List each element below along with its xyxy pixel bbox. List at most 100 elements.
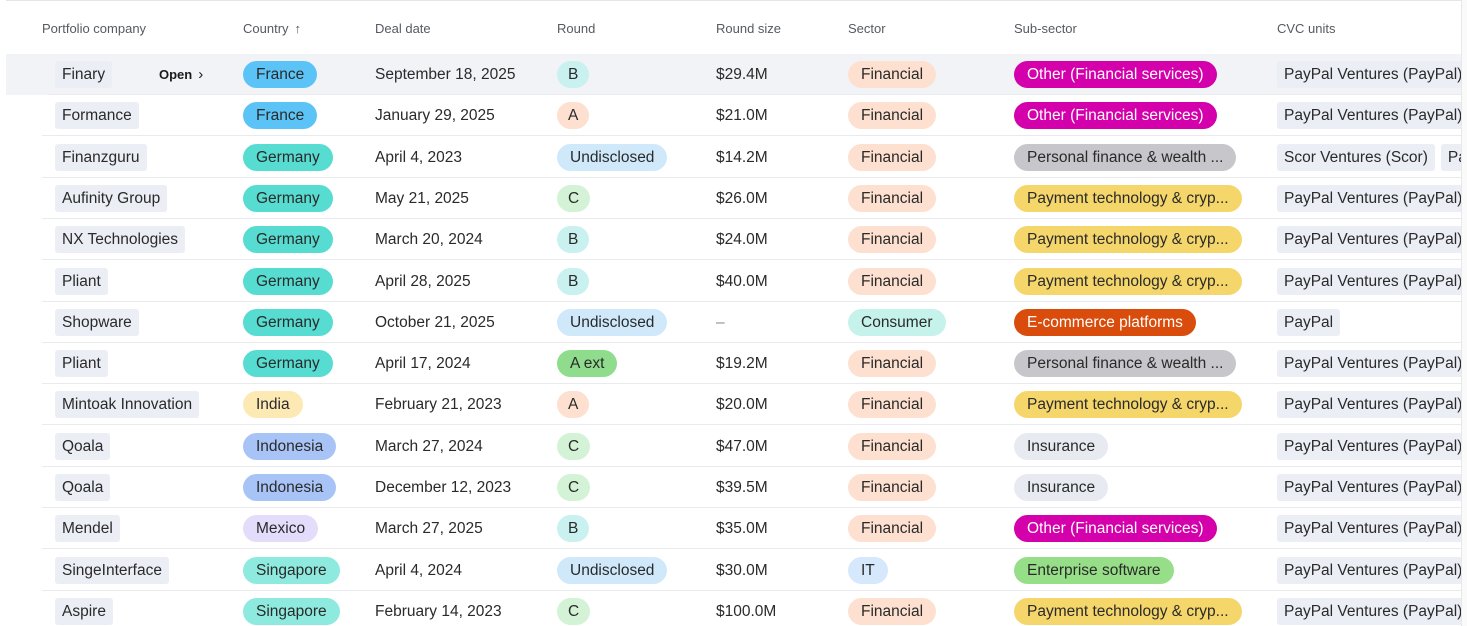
table-row[interactable]: Mintoak Innovation India February 21, 2023… (0, 384, 1467, 425)
table-row[interactable]: SingeInterface Singapore April 4, 2024 Undi… (0, 550, 1467, 591)
country-tag: Singapore (243, 557, 340, 584)
row-divider (42, 301, 1461, 302)
sub-sector-cell: E-commerce platforms (1014, 302, 1196, 343)
sub-sector-tag: E-commerce platforms (1014, 309, 1196, 336)
vertical-scrollbar[interactable] (1461, 0, 1467, 626)
company-cell: Mendel (55, 508, 120, 549)
company-chip[interactable]: Qoala (55, 474, 111, 501)
cvc-unit-chip: PayPal Ventures (PayPal) (1277, 433, 1467, 460)
table-row[interactable]: Finary Open › France September 18, 2025 B $29.… (6, 54, 1467, 95)
deal-date-cell: April 4, 2023 (375, 137, 462, 178)
column-header-country[interactable]: Country ↑ (243, 21, 301, 36)
deal-date-cell: September 18, 2025 (375, 54, 515, 95)
column-header-sub-sector[interactable]: Sub-sector (1014, 21, 1077, 36)
company-chip[interactable]: Aspire (55, 598, 113, 625)
company-chip[interactable]: Finanzguru (55, 144, 147, 171)
table-row[interactable]: Qoala Indonesia March 27, 2024 C $47.0M Finan… (0, 426, 1467, 467)
sector-tag: Financial (848, 350, 937, 377)
company-chip[interactable]: Pliant (55, 268, 108, 295)
column-header-cvc-units[interactable]: CVC units (1277, 21, 1336, 36)
table-row[interactable]: NX Technologies Germany March 20, 2024 B $24… (0, 219, 1467, 260)
sector-tag: Financial (848, 515, 937, 542)
round-tag: A ext (557, 350, 618, 377)
round-cell: B (557, 261, 590, 302)
company-chip[interactable]: Pliant (55, 350, 108, 377)
sub-sector-tag: Enterprise software (1014, 557, 1174, 584)
table-row[interactable]: Finanzguru Germany April 4, 2023 Undisclose… (0, 137, 1467, 178)
deal-date-cell: April 17, 2024 (375, 343, 471, 384)
round-cell: B (557, 508, 590, 549)
round-size: $35.0M (716, 519, 768, 537)
cvc-unit-chip: PayPal Ventures (PayPal) (1277, 598, 1467, 625)
table-row[interactable]: Qoala Indonesia December 12, 2023 C $39.5M Fi… (0, 467, 1467, 508)
country-cell: Germany (243, 261, 333, 302)
row-divider (48, 94, 1461, 95)
column-header-round-size[interactable]: Round size (716, 21, 781, 36)
row-divider (42, 218, 1461, 219)
deal-date-cell: December 12, 2023 (375, 467, 511, 508)
round-tag: Undisclosed (557, 144, 668, 171)
sector-cell: Financial (848, 261, 937, 302)
table-row[interactable]: Aufinity Group Germany May 21, 2025 C $26.0M… (0, 178, 1467, 219)
column-header-deal-date[interactable]: Deal date (375, 21, 431, 36)
column-header-label: Deal date (375, 21, 431, 36)
company-chip[interactable]: Mintoak Innovation (55, 391, 200, 418)
company-chip[interactable]: Mendel (55, 515, 120, 542)
company-chip[interactable]: Formance (55, 102, 139, 129)
sub-sector-tag: Personal finance & wealth ... (1014, 144, 1237, 171)
cvc-units-cell: PayPal Ventures (PayPal) (1277, 95, 1467, 136)
deal-date: February 21, 2023 (375, 395, 502, 413)
table-row[interactable]: Mendel Mexico March 27, 2025 B $35.0M Financi… (0, 508, 1467, 549)
country-tag: France (243, 102, 318, 129)
company-chip[interactable]: SingeInterface (55, 557, 169, 584)
round-size: $30.0M (716, 561, 768, 579)
sub-sector-tag: Insurance (1014, 433, 1109, 460)
round-tag: B (557, 515, 590, 542)
table-row[interactable]: Formance France January 29, 2025 A $21.0M Fin… (0, 95, 1467, 136)
round-size-cell: – (716, 302, 725, 343)
column-header-round[interactable]: Round (557, 21, 595, 36)
cvc-unit-chip: PayPal (1277, 309, 1341, 336)
cvc-units-cell: PayPal Ventures (PayPal) (1277, 591, 1467, 626)
sector-tag: Financial (848, 268, 937, 295)
arrow-up-icon[interactable]: ↑ (294, 21, 302, 36)
column-header-sector[interactable]: Sector (848, 21, 886, 36)
table-row[interactable]: Pliant Germany April 17, 2024 A ext $19.2M Fi… (0, 343, 1467, 384)
round-size-cell: $39.5M (716, 467, 768, 508)
sub-sector-tag: Personal finance & wealth ... (1014, 350, 1237, 377)
round-size-cell: $24.0M (716, 219, 768, 260)
company-cell: Mintoak Innovation (55, 384, 200, 425)
cvc-unit-chip: PayPal Ventures (PayPal) (1277, 102, 1467, 129)
deal-date: December 12, 2023 (375, 478, 512, 496)
deal-date: April 17, 2024 (375, 354, 471, 372)
company-chip[interactable]: Qoala (55, 433, 111, 460)
sub-sector-tag: Other (Financial services) (1014, 61, 1217, 88)
deal-date: April 28, 2025 (375, 272, 471, 290)
sub-sector-cell: Other (Financial services) (1014, 508, 1217, 549)
table-row[interactable]: Aspire Singapore February 14, 2023 C $100.0M… (0, 591, 1467, 626)
round-tag: C (557, 185, 591, 212)
table-row[interactable]: Pliant Germany April 28, 2025 B $40.0M Financ… (0, 261, 1467, 302)
column-header-company[interactable]: Portfolio company (42, 21, 146, 36)
deal-date-cell: February 21, 2023 (375, 384, 502, 425)
round-size-cell: $100.0M (716, 591, 776, 626)
sector-cell: Financial (848, 591, 937, 626)
table-row[interactable]: Shopware Germany October 21, 2025 Undisclos… (0, 302, 1461, 343)
chevron-right-icon: › (198, 66, 204, 83)
round-size: $24.0M (716, 230, 768, 248)
round-size: $26.0M (716, 189, 768, 207)
company-chip[interactable]: Finary (55, 61, 113, 88)
country-cell: France (243, 95, 318, 136)
cvc-units-cell: PayPal (1277, 302, 1341, 343)
company-chip[interactable]: Aufinity Group (55, 185, 168, 212)
round-tag: A (557, 391, 590, 418)
company-chip[interactable]: Shopware (55, 309, 139, 336)
company-chip[interactable]: NX Technologies (55, 226, 186, 253)
round-size: $100.0M (716, 602, 777, 620)
open-record-button[interactable]: Open › (159, 54, 203, 95)
deal-date: October 21, 2025 (375, 313, 495, 331)
company-cell: Qoala (55, 467, 111, 508)
cvc-unit-chip: Scor Ventures (Scor) (1277, 144, 1435, 171)
column-header-label: Sub-sector (1014, 21, 1077, 36)
row-divider (42, 177, 1461, 178)
